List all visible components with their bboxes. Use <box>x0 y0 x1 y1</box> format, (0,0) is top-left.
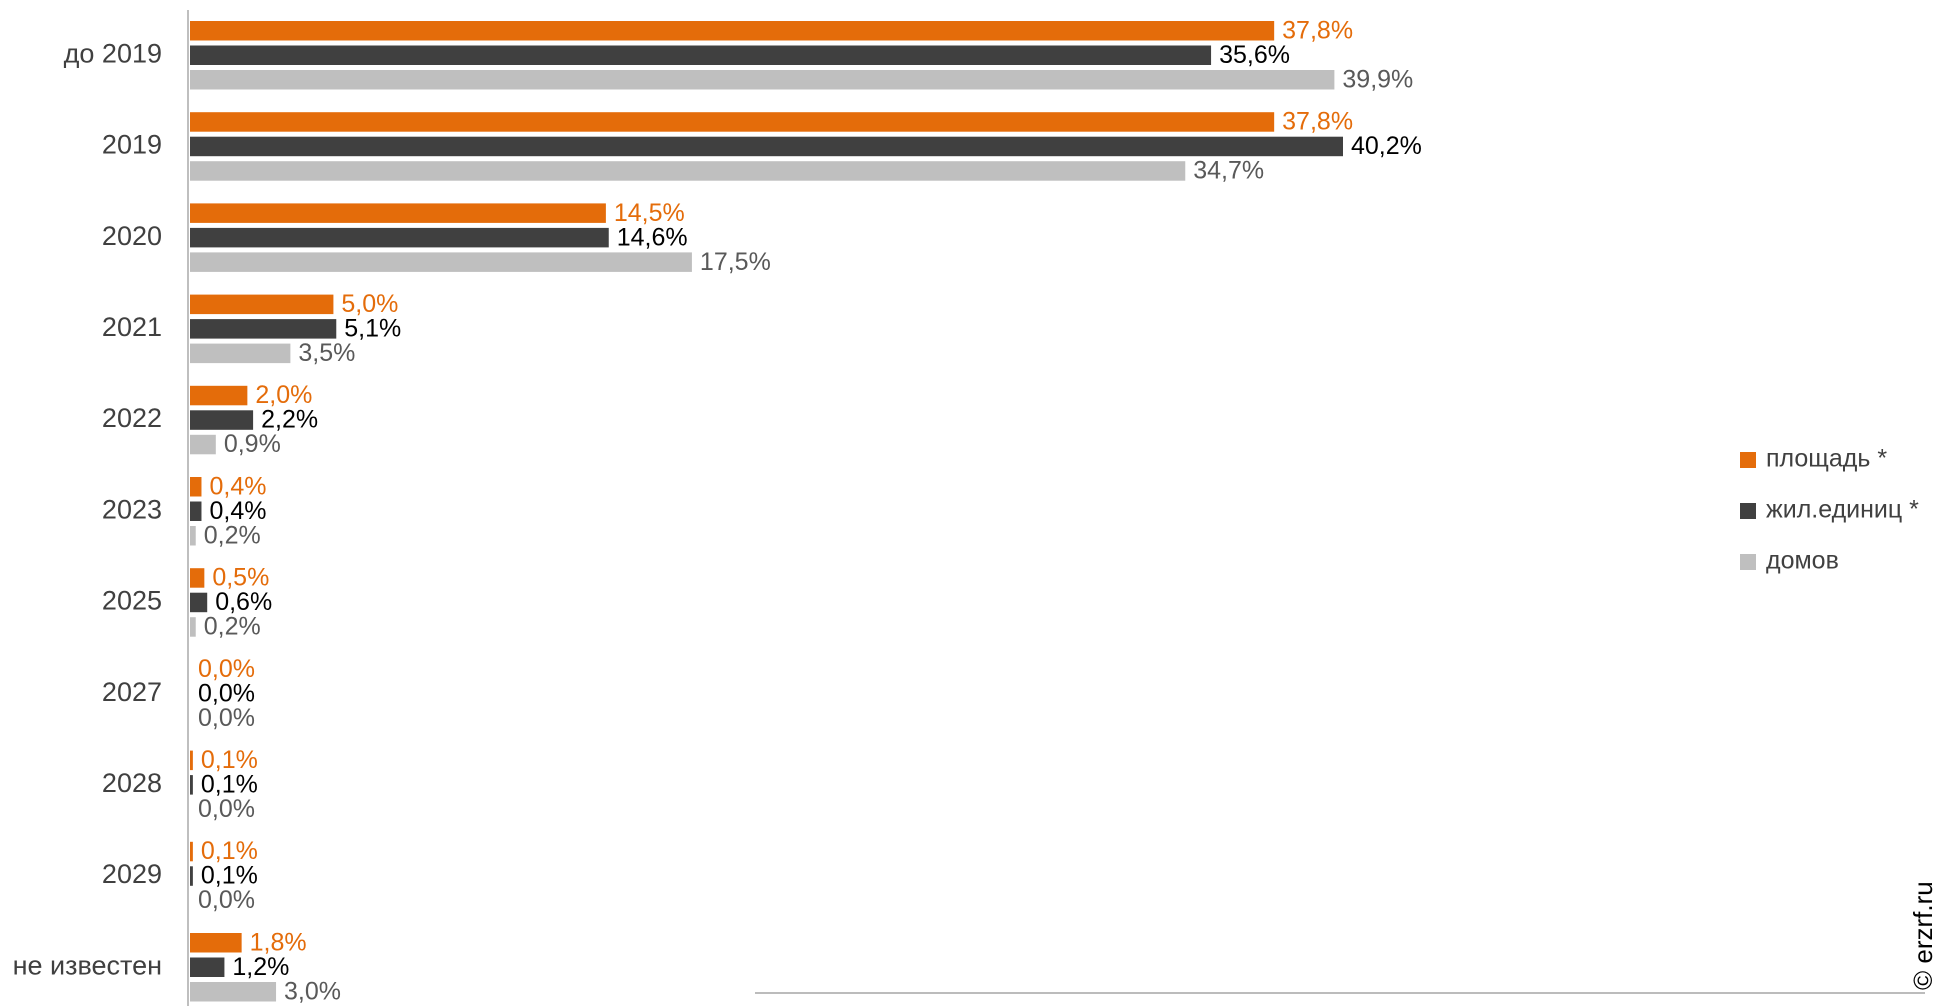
data-label: 3,5% <box>298 339 355 367</box>
legend: площадь * жил.единиц * домов <box>1740 445 1919 575</box>
bar <box>190 592 208 613</box>
bar <box>190 227 609 248</box>
category-label: 2025 <box>102 586 162 616</box>
data-label: 37,8% <box>1282 108 1353 136</box>
legend-swatch <box>1740 554 1756 570</box>
data-label: 17,5% <box>700 248 771 276</box>
data-label: 2,0% <box>255 381 312 409</box>
data-label: 39,9% <box>1342 65 1413 93</box>
category-label: 2021 <box>102 312 162 342</box>
category-label: 2028 <box>102 768 162 798</box>
data-label: 0,2% <box>204 613 261 641</box>
category-label: до 2019 <box>64 38 162 68</box>
data-label: 0,1% <box>201 770 258 798</box>
data-label: 1,8% <box>250 928 307 956</box>
bar <box>190 501 202 521</box>
data-label: 0,0% <box>198 704 255 732</box>
data-label: 14,6% <box>617 223 688 251</box>
legend-swatch <box>1740 503 1756 519</box>
bar <box>190 136 1343 157</box>
data-label: 0,0% <box>198 795 255 823</box>
data-label: 0,6% <box>215 588 272 616</box>
data-label: 35,6% <box>1219 41 1290 69</box>
bar <box>190 477 202 497</box>
bar <box>190 203 606 223</box>
data-label: 3,0% <box>284 977 341 1005</box>
bar <box>190 933 242 953</box>
category-labels: до 2019 2019 2020 2021 2022 2023 2025 2027 2028 2… <box>13 38 162 980</box>
bar <box>190 252 692 272</box>
data-label: 0,0% <box>198 655 255 683</box>
category-label: 2020 <box>102 221 162 251</box>
bar <box>190 526 196 546</box>
bar <box>190 112 1275 132</box>
data-label: 37,8% <box>1282 16 1353 44</box>
bar <box>190 841 193 862</box>
category-label: 2019 <box>102 130 162 160</box>
data-label: 0,9% <box>224 430 281 458</box>
bar <box>190 385 248 406</box>
data-label: 0,1% <box>201 862 258 890</box>
bar <box>190 410 254 430</box>
legend-label: площадь * <box>1766 445 1887 473</box>
category-label: 2022 <box>102 403 162 433</box>
bar <box>190 21 1275 41</box>
bar <box>190 45 1212 65</box>
data-label: 0,0% <box>198 679 255 707</box>
legend-label: домов <box>1766 547 1839 575</box>
data-label: 2,2% <box>261 406 318 434</box>
data-label: 0,2% <box>204 521 261 549</box>
labels-layer: 37,8%35,6%39,9%37,8%40,2%34,7%14,5%14,6%… <box>198 16 1422 1005</box>
bar <box>190 982 277 1002</box>
data-label: 14,5% <box>614 199 685 227</box>
bar <box>190 617 196 637</box>
bar <box>190 70 1335 90</box>
bar <box>190 434 216 455</box>
bar <box>190 866 193 886</box>
bar <box>190 750 193 771</box>
bar <box>190 568 205 588</box>
category-label: 2023 <box>102 494 162 524</box>
bar <box>190 775 193 795</box>
data-label: 0,1% <box>201 746 258 774</box>
legend-swatch <box>1740 452 1756 468</box>
watermark: © erzrf.ru <box>1908 881 1937 990</box>
data-label: 5,1% <box>344 314 401 342</box>
data-label: 0,1% <box>201 837 258 865</box>
data-label: 40,2% <box>1351 132 1422 160</box>
data-label: 0,4% <box>209 497 266 525</box>
legend-label: жил.единиц * <box>1766 496 1919 524</box>
data-label: 34,7% <box>1193 157 1264 185</box>
data-label: 0,5% <box>212 564 269 592</box>
category-label: 2027 <box>102 677 162 707</box>
category-label: не известен <box>13 950 162 980</box>
data-label: 1,2% <box>232 953 289 981</box>
bar <box>190 343 291 364</box>
bar <box>190 319 337 339</box>
data-label: 0,0% <box>198 886 255 914</box>
category-label: 2029 <box>102 859 162 889</box>
bars-layer <box>190 21 1343 1002</box>
data-label: 0,4% <box>209 472 266 500</box>
data-label: 5,0% <box>341 290 398 318</box>
bar <box>190 294 334 315</box>
bar <box>190 161 1186 181</box>
bar <box>190 957 225 977</box>
